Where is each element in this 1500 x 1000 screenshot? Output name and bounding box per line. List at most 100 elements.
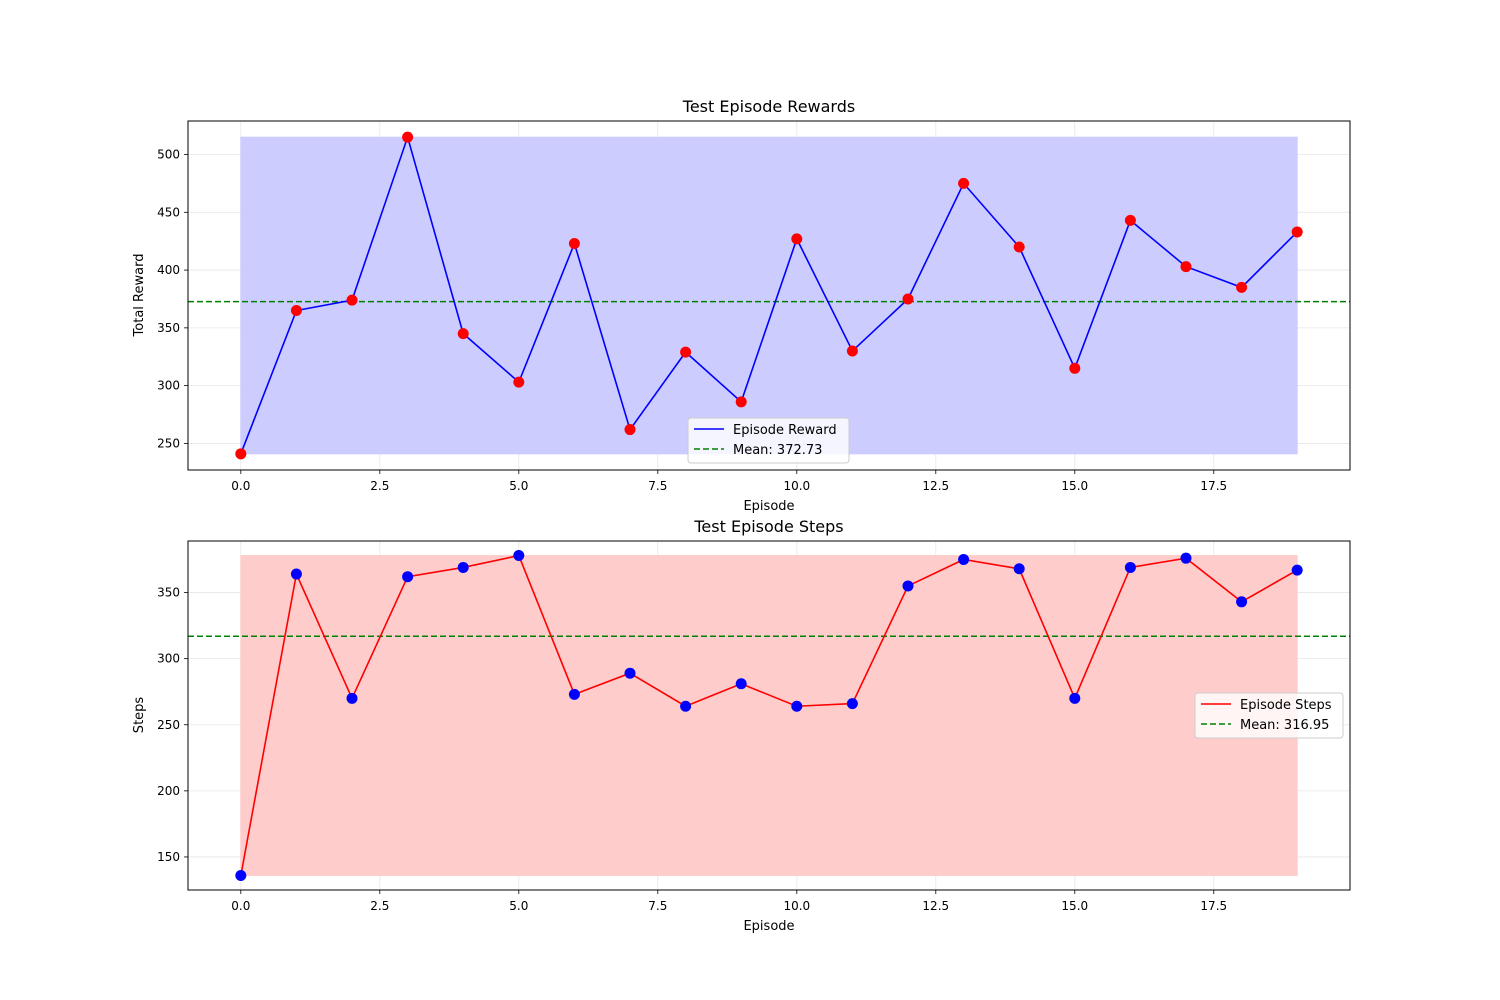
- steps-y-axis-label: Steps: [132, 697, 147, 734]
- steps-x-tick-label: 10.0: [783, 899, 810, 913]
- steps-data-point: [1069, 692, 1081, 704]
- steps-data-point: [1291, 564, 1303, 576]
- rewards-data-point: [846, 345, 858, 357]
- rewards-axes-frame: [187, 120, 1351, 471]
- steps-range-band: [240, 555, 1298, 876]
- steps-data-point: [235, 869, 247, 881]
- steps-data-point: [680, 700, 692, 712]
- rewards-data-point: [457, 328, 469, 340]
- steps-data-point: [1180, 552, 1192, 564]
- steps-band-area: [240, 555, 1298, 876]
- rewards-points: [235, 131, 1303, 460]
- rewards-band-area: [240, 136, 1298, 455]
- rewards-y-tick-label: 400: [157, 263, 180, 277]
- steps-y-ticks: 150 200 250 300 350: [157, 586, 188, 864]
- rewards-legend-mean-label: Mean: 372.73: [733, 443, 822, 458]
- steps-y-tick-label: 350: [157, 586, 180, 600]
- rewards-data-point: [346, 294, 358, 306]
- steps-legend-mean-label: Mean: 316.95: [1240, 718, 1329, 733]
- rewards-x-tick-label: 5.0: [509, 479, 528, 493]
- rewards-legend-box: [687, 417, 850, 464]
- rewards-range-band: [240, 136, 1298, 455]
- steps-data-point: [290, 568, 302, 580]
- steps-series-line: [240, 554, 1298, 876]
- rewards-legend-series-label: Episode Reward: [733, 423, 837, 438]
- rewards-data-point: [402, 131, 414, 143]
- rewards-x-tick-label: 2.5: [370, 479, 389, 493]
- rewards-y-tick-label: 450: [157, 205, 180, 219]
- steps-data-point: [1124, 561, 1136, 573]
- steps-data-point: [1236, 596, 1248, 608]
- steps-x-tick-label: 17.5: [1200, 899, 1227, 913]
- steps-y-tick-label: 150: [157, 850, 180, 864]
- steps-series-polyline: [240, 554, 1298, 876]
- rewards-y-tick-label: 300: [157, 379, 180, 393]
- rewards-x-tick-label: 10.0: [783, 479, 810, 493]
- steps-data-point: [624, 667, 636, 679]
- steps-axes-frame: [187, 540, 1351, 891]
- steps-data-point: [402, 571, 414, 583]
- rewards-y-axis-label: Total Reward: [132, 254, 147, 338]
- rewards-legend: Episode Reward Mean: 372.73: [687, 417, 850, 464]
- steps-chart-title: Test Episode Steps: [693, 517, 843, 536]
- rewards-chart: 0.0 2.5 5.0 7.5 10.0 12.5 15.0 17.5 250 300 350 40…: [132, 97, 1351, 514]
- rewards-data-point: [958, 177, 970, 189]
- rewards-data-point: [680, 346, 692, 358]
- rewards-series-polyline: [240, 134, 1298, 455]
- steps-y-tick-label: 200: [157, 784, 180, 798]
- steps-legend-series-label: Episode Steps: [1240, 698, 1332, 713]
- steps-legend: Episode Steps Mean: 316.95: [1194, 692, 1344, 739]
- steps-x-tick-label: 5.0: [509, 899, 528, 913]
- rewards-y-tick-label: 250: [157, 436, 180, 450]
- steps-x-tick-label: 12.5: [922, 899, 949, 913]
- steps-data-point: [513, 550, 525, 562]
- rewards-data-point: [1013, 241, 1025, 253]
- steps-x-tick-label: 7.5: [648, 899, 667, 913]
- steps-x-ticks: 0.0 2.5 5.0 7.5 10.0 12.5 15.0 17.5: [231, 890, 1227, 913]
- steps-chart: 0.0 2.5 5.0 7.5 10.0 12.5 15.0 17.5 150 200 250 30…: [132, 517, 1351, 934]
- rewards-data-point: [1180, 261, 1192, 273]
- rewards-x-axis-label: Episode: [743, 499, 794, 514]
- rewards-data-point: [513, 376, 525, 388]
- rewards-y-tick-label: 350: [157, 321, 180, 335]
- rewards-series-line: [240, 134, 1298, 455]
- steps-data-point: [902, 580, 914, 592]
- steps-data-point: [958, 554, 970, 566]
- rewards-x-tick-label: 12.5: [922, 479, 949, 493]
- rewards-y-ticks: 250 300 350 400 450 500: [157, 148, 188, 450]
- steps-data-point: [346, 692, 358, 704]
- rewards-data-point: [791, 233, 803, 245]
- rewards-data-point: [1291, 226, 1303, 238]
- steps-data-point: [735, 678, 747, 690]
- rewards-x-tick-label: 15.0: [1061, 479, 1088, 493]
- steps-data-point: [1013, 563, 1025, 575]
- steps-legend-box: [1194, 692, 1344, 739]
- rewards-data-point: [1236, 281, 1248, 293]
- steps-x-tick-label: 2.5: [370, 899, 389, 913]
- steps-y-tick-label: 300: [157, 652, 180, 666]
- rewards-data-point: [1069, 362, 1081, 374]
- rewards-x-tick-label: 0.0: [231, 479, 250, 493]
- steps-points: [235, 550, 1303, 881]
- steps-data-point: [568, 688, 580, 700]
- steps-data-point: [791, 700, 803, 712]
- rewards-y-tick-label: 500: [157, 148, 180, 162]
- rewards-x-tick-label: 7.5: [648, 479, 667, 493]
- rewards-x-ticks: 0.0 2.5 5.0 7.5 10.0 12.5 15.0 17.5: [231, 470, 1227, 493]
- rewards-data-point: [235, 448, 247, 460]
- rewards-data-point: [568, 237, 580, 249]
- steps-x-tick-label: 0.0: [231, 899, 250, 913]
- steps-data-point: [457, 561, 469, 573]
- steps-y-tick-label: 250: [157, 718, 180, 732]
- rewards-chart-title: Test Episode Rewards: [682, 97, 855, 116]
- rewards-data-point: [735, 396, 747, 408]
- steps-x-axis-label: Episode: [743, 919, 794, 934]
- steps-data-point: [846, 698, 858, 710]
- rewards-data-point: [1124, 214, 1136, 226]
- rewards-x-tick-label: 17.5: [1200, 479, 1227, 493]
- steps-x-tick-label: 15.0: [1061, 899, 1088, 913]
- rewards-data-point: [902, 293, 914, 305]
- rewards-data-point: [290, 305, 302, 317]
- rewards-data-point: [624, 424, 636, 436]
